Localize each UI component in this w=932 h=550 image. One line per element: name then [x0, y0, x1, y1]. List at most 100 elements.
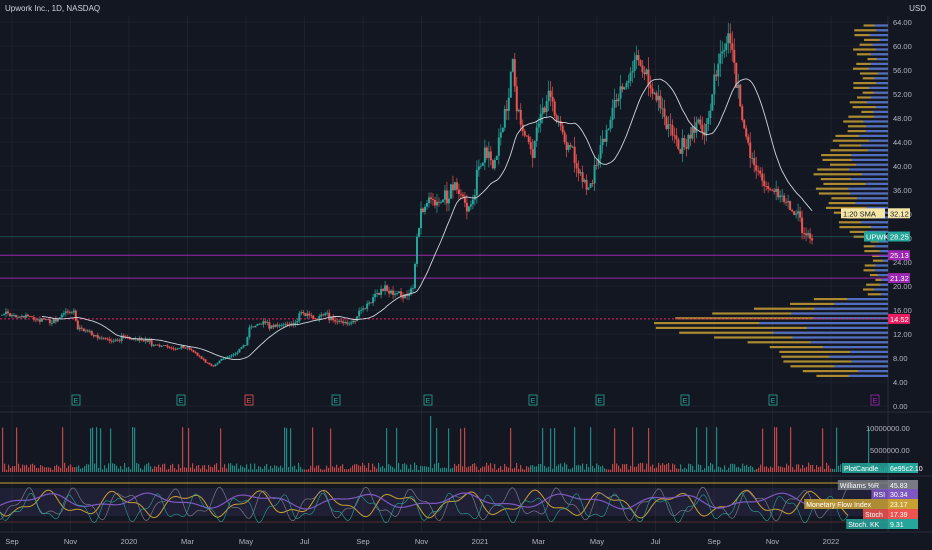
volume-bar-up [148, 462, 150, 472]
candle-down [80, 327, 83, 329]
volume-bar-up [420, 465, 422, 472]
candle-up [4, 311, 7, 315]
price-tick: 52.00 [893, 90, 912, 99]
volume-bar-up [76, 466, 78, 472]
volume-bar-down [74, 467, 76, 472]
volume-bar-down [60, 467, 62, 472]
earnings-marker-box [176, 394, 186, 406]
candle-down [489, 151, 492, 161]
sma-name-label: 1:20 SMA [843, 209, 876, 218]
candle-down [342, 321, 345, 324]
candle-down [429, 197, 432, 200]
price-tick: 56.00 [893, 66, 912, 75]
volume-bar-up [116, 465, 118, 472]
candle-up [779, 195, 782, 198]
volume-bar-down [508, 467, 510, 472]
candle-up [697, 119, 700, 123]
candle-up [230, 355, 233, 357]
volume-bar-down [68, 465, 70, 472]
candle-up [443, 190, 446, 200]
volume-bar-up [144, 465, 146, 472]
volume-bar-up [78, 465, 80, 472]
volume-bar-down [24, 465, 26, 472]
indicator-value-bg [888, 463, 918, 473]
time-tick: Nov [64, 537, 78, 546]
indicator-name-bg [842, 463, 888, 473]
candle-down [765, 185, 768, 187]
volume-bar-down [318, 465, 320, 472]
candle-down [150, 340, 153, 346]
profile-bar-up [867, 293, 888, 296]
candle-down [753, 157, 756, 166]
volume-bar-up [414, 462, 416, 472]
volume-bar-up [134, 427, 136, 472]
candle-up [350, 322, 353, 324]
volume-bar-up [106, 468, 108, 472]
candle-down [559, 120, 562, 126]
volume-bar-down [606, 469, 608, 472]
candle-up [24, 314, 27, 318]
profile-bar-down [870, 62, 888, 65]
candle-down [210, 364, 213, 366]
profile-bar-up [823, 182, 888, 185]
volume-bar-down [194, 468, 196, 472]
candle-down [142, 339, 145, 342]
volume-bar-up [586, 463, 588, 472]
volume-bar-up [272, 468, 274, 472]
volume-bar-down [188, 427, 190, 472]
candle-down [194, 352, 197, 354]
volume-bar-down [178, 464, 180, 472]
profile-bar-down [859, 134, 888, 137]
candle-up [681, 138, 684, 154]
candle-down [204, 359, 207, 363]
volume-bar-up [392, 467, 394, 472]
time-tick: 2020 [121, 537, 138, 546]
candle-down [392, 290, 395, 295]
oscillator-pane [0, 482, 888, 524]
volume-bar-up [450, 468, 452, 472]
earnings-marker: E [680, 394, 690, 406]
candle-down [386, 285, 389, 291]
candle-up [376, 292, 379, 294]
volume-bar-up [426, 466, 428, 472]
candle-up [410, 288, 413, 294]
volume-bar-up [296, 469, 298, 472]
volume-bar-up [438, 462, 440, 472]
volume-bar-down [8, 464, 10, 472]
volume-bar-down [780, 466, 782, 472]
volume-bar-up [572, 467, 574, 472]
volume-bar-down [466, 467, 468, 472]
candle-down [314, 318, 317, 320]
volume-bar-up [832, 468, 834, 472]
candle-down [527, 136, 530, 143]
volume-bar-up [550, 428, 552, 472]
volume-bar-up [286, 428, 288, 472]
candle-up [539, 113, 542, 124]
candle-down [665, 116, 668, 129]
volume-bar-down [364, 465, 366, 472]
volume-bar-up [570, 469, 572, 472]
volume-bar-up [542, 428, 544, 472]
candle-up [687, 134, 690, 149]
volume-bar-down [516, 462, 518, 472]
candle-down [679, 149, 682, 154]
volume-bar-up [102, 469, 104, 472]
price-tick: 20.00 [893, 282, 912, 291]
volume-bar-down [52, 469, 54, 472]
earnings-marker-box [71, 394, 81, 406]
profile-bar-down [759, 322, 888, 325]
volume-bar-up [708, 466, 710, 472]
volume-bar-up [122, 469, 124, 472]
candle-up [138, 338, 141, 341]
profile-bar-down [814, 307, 888, 310]
candle-up [20, 315, 23, 318]
candle-up [390, 290, 393, 294]
profile-bar-down [873, 110, 888, 113]
candle-down [731, 43, 734, 50]
volume-bar-up [434, 463, 436, 472]
volume-bar-down [42, 466, 44, 472]
candle-up [775, 188, 778, 192]
candle-up [709, 110, 712, 119]
volume-bar-up [722, 469, 724, 472]
